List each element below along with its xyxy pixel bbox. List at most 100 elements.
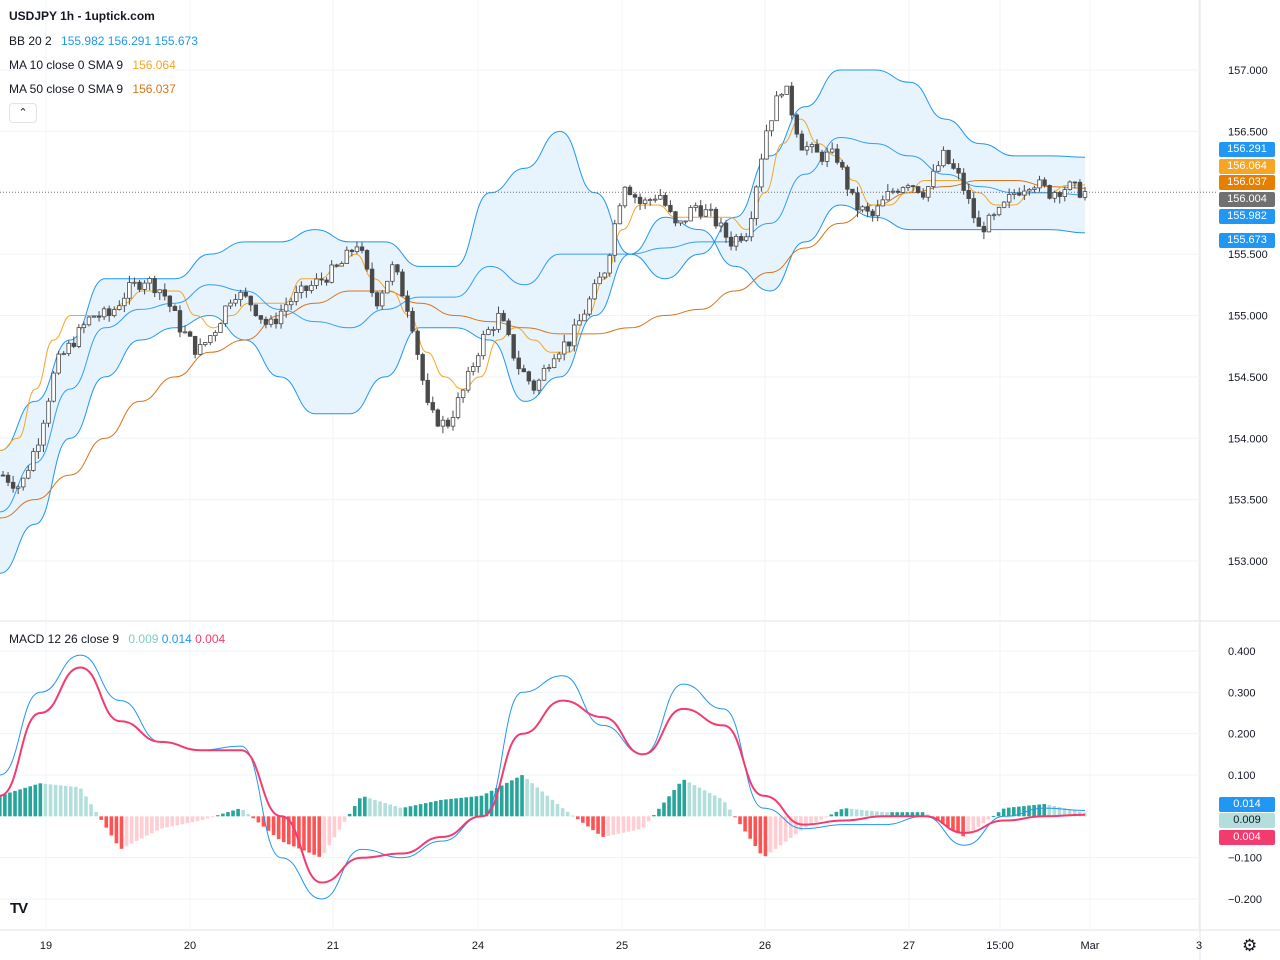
macd-hist-bar [854,809,859,817]
macd-hist-bar [160,816,164,829]
time-tick-label: 27 [903,940,915,952]
macd-hist-bar [966,816,970,835]
tradingview-logo-icon[interactable]: TV [10,900,28,917]
macd-tick-label: 0.300 [1228,687,1256,699]
candle-body [850,188,855,194]
candle [809,142,815,154]
candle-body [799,133,805,151]
candle-body [117,305,122,310]
candle-body [713,208,719,227]
candle [703,204,708,217]
candle-body [248,295,253,306]
macd-hist-bar [692,785,697,817]
candle-body [273,318,279,325]
candle [425,373,430,406]
candle-body [546,367,552,370]
macd-hist-bar [814,816,818,823]
candle-body [870,210,875,217]
candle-body [855,192,860,211]
candle-body [31,451,36,471]
macd-hist-bar [200,816,205,820]
candle-body [243,291,248,297]
candle [698,199,703,220]
candle [526,370,532,385]
price-tag: 156.004 [1219,192,1275,207]
candle-body [228,302,233,307]
macd-legend[interactable]: MACD 12 26 close 9 0.009 0.014 0.004 [9,632,225,646]
candle [627,184,633,196]
candle-body [172,305,178,311]
macd-hist-bar [63,785,68,817]
candle-body [46,400,51,424]
macd-hist-bar [773,816,778,849]
candle-body [668,204,673,213]
bb-basis-line [0,136,1086,513]
ma50-legend[interactable]: MA 50 close 0 SMA 9 156.037 [9,82,176,96]
candle-body [1057,192,1062,197]
candle-body [56,353,61,374]
candle-body [51,372,56,402]
candle-body [511,334,516,359]
macd-hist-bar [68,786,73,817]
macd-hist-bar [631,816,636,831]
candle [642,197,648,209]
macd-hist-bar [165,816,169,828]
candle-body [617,205,623,225]
candle-body [283,304,289,312]
macd-tick-label: −0.200 [1228,894,1262,906]
candle [536,378,542,395]
candle [1082,186,1088,201]
macd-hist-bar [570,815,575,817]
macd-hist-bar [515,777,519,817]
macd-hist-bar [971,816,976,831]
ma10-legend[interactable]: MA 10 close 0 SMA 9 156.064 [9,58,176,72]
collapse-legend-button[interactable]: ⌃ [9,103,37,123]
candle [1006,188,1012,209]
candle [890,187,896,195]
candle [253,304,259,317]
candle-body [440,419,446,427]
candle-body [1072,181,1078,184]
macd-hist-bar [180,816,185,825]
candle-body [364,250,370,270]
macd-hist-bar [18,789,22,817]
candle [713,207,719,229]
candle-body [622,186,628,207]
candle [850,188,855,196]
candle [455,392,461,420]
candle-body [567,341,572,347]
bb-lower-line [0,204,1086,574]
bb-legend[interactable]: BB 20 2 155.982 156.291 155.673 [9,34,198,48]
candle-body [369,268,375,294]
candle-body [1022,190,1027,196]
candle-body [981,225,987,233]
candle-body [956,167,961,174]
macd-hist-bar [342,816,347,822]
candle [835,144,840,165]
macd-hist-bar [281,816,286,843]
candle-body [324,279,329,283]
candle [496,306,501,333]
macd-hist-bar [434,801,438,817]
candle-body [698,205,703,217]
candle [31,447,36,472]
macd-hist-bar [768,816,773,853]
candle [562,334,567,361]
candle-body [804,146,810,151]
candle-body [268,318,274,325]
candle-body [658,194,663,200]
candle [880,195,885,207]
macd-hist-bar [844,808,849,817]
candle [172,304,178,311]
time-tick-label: 20 [184,940,196,952]
macd-hist-bar [499,785,504,817]
candle [46,398,51,428]
gear-icon[interactable]: ⚙ [1242,936,1258,955]
candle-body [824,151,830,162]
candle [15,484,21,495]
candle-body [708,208,714,211]
candle [769,120,774,137]
candle [653,194,658,203]
macd-hist-bar [915,812,920,817]
